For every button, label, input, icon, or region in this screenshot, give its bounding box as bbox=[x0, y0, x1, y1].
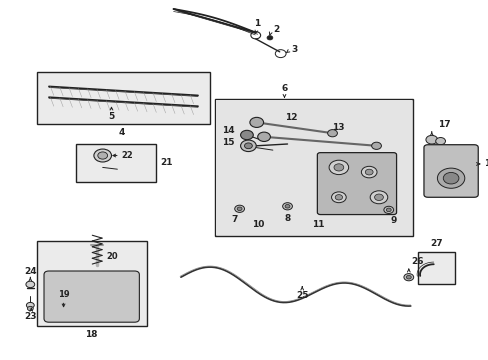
Circle shape bbox=[237, 207, 242, 211]
Circle shape bbox=[328, 160, 348, 175]
Text: 23: 23 bbox=[24, 312, 37, 321]
Text: 6: 6 bbox=[281, 84, 287, 93]
Text: 4: 4 bbox=[118, 128, 124, 137]
Bar bbox=[76, 144, 156, 182]
Circle shape bbox=[435, 138, 445, 145]
Bar bbox=[216, 100, 411, 235]
Text: 3: 3 bbox=[291, 45, 297, 54]
Circle shape bbox=[257, 132, 270, 141]
Circle shape bbox=[244, 143, 252, 149]
Text: 11: 11 bbox=[311, 220, 324, 229]
Bar bbox=[417, 252, 454, 284]
Circle shape bbox=[94, 149, 111, 162]
Circle shape bbox=[266, 36, 272, 40]
FancyBboxPatch shape bbox=[423, 145, 477, 197]
FancyBboxPatch shape bbox=[44, 271, 139, 322]
Circle shape bbox=[365, 169, 372, 175]
Text: 22: 22 bbox=[121, 151, 133, 160]
FancyBboxPatch shape bbox=[317, 153, 396, 215]
Circle shape bbox=[406, 275, 410, 279]
Circle shape bbox=[442, 172, 458, 184]
Text: 12: 12 bbox=[284, 112, 297, 122]
Text: 2: 2 bbox=[272, 25, 279, 34]
Text: 19: 19 bbox=[58, 290, 69, 299]
Bar bbox=[215, 99, 412, 236]
Circle shape bbox=[403, 274, 413, 281]
Text: 26: 26 bbox=[410, 257, 423, 266]
Circle shape bbox=[383, 206, 393, 213]
Text: 15: 15 bbox=[222, 138, 234, 147]
Circle shape bbox=[371, 142, 381, 149]
Circle shape bbox=[333, 164, 343, 171]
Circle shape bbox=[425, 135, 437, 144]
Circle shape bbox=[374, 194, 383, 201]
Circle shape bbox=[26, 302, 34, 308]
Circle shape bbox=[234, 205, 244, 212]
Circle shape bbox=[436, 168, 464, 188]
Circle shape bbox=[331, 192, 346, 203]
Text: 17: 17 bbox=[437, 120, 449, 129]
Circle shape bbox=[27, 306, 33, 311]
Text: 16: 16 bbox=[483, 159, 488, 168]
Text: 9: 9 bbox=[389, 216, 396, 225]
FancyBboxPatch shape bbox=[90, 166, 115, 179]
Circle shape bbox=[386, 208, 390, 212]
Circle shape bbox=[282, 203, 292, 210]
Circle shape bbox=[369, 191, 387, 204]
Circle shape bbox=[361, 166, 376, 178]
Bar bbox=[37, 72, 210, 124]
Circle shape bbox=[240, 140, 256, 152]
Text: 25: 25 bbox=[295, 291, 308, 300]
Circle shape bbox=[98, 152, 107, 159]
Text: 18: 18 bbox=[85, 330, 98, 339]
Text: 14: 14 bbox=[222, 126, 234, 135]
Circle shape bbox=[240, 130, 253, 140]
Circle shape bbox=[327, 130, 337, 137]
Circle shape bbox=[285, 204, 289, 208]
Text: 8: 8 bbox=[284, 214, 290, 223]
Circle shape bbox=[249, 117, 263, 127]
Text: 1: 1 bbox=[253, 19, 259, 28]
Circle shape bbox=[26, 281, 35, 288]
Text: 21: 21 bbox=[160, 158, 173, 167]
Bar bbox=[37, 241, 146, 326]
Text: 13: 13 bbox=[332, 122, 345, 131]
Circle shape bbox=[335, 195, 342, 200]
Text: 10: 10 bbox=[251, 220, 264, 229]
Text: 24: 24 bbox=[24, 267, 37, 276]
Text: 27: 27 bbox=[429, 239, 442, 248]
Text: 7: 7 bbox=[231, 215, 238, 224]
Text: 5: 5 bbox=[108, 112, 114, 121]
Text: 20: 20 bbox=[106, 252, 118, 261]
